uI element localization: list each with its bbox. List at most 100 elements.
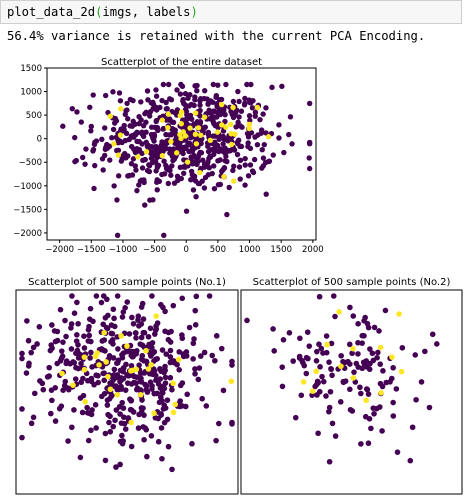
scatter-point bbox=[305, 355, 311, 362]
scatter-point bbox=[429, 331, 436, 338]
scatter-point bbox=[234, 151, 241, 158]
scatter-point bbox=[161, 419, 168, 426]
scatter-point bbox=[48, 342, 55, 348]
scatter-point bbox=[119, 352, 125, 358]
scatter-point bbox=[138, 117, 144, 123]
scatter-point bbox=[113, 464, 119, 470]
scatter-point bbox=[332, 313, 338, 320]
scatter-point bbox=[279, 383, 286, 390]
scatter-point bbox=[121, 122, 127, 129]
scatter-point bbox=[154, 390, 161, 397]
scatter-point bbox=[111, 371, 117, 378]
scatter-point bbox=[202, 87, 208, 94]
scatter-point bbox=[338, 352, 344, 359]
scatter-point bbox=[347, 386, 353, 393]
scatter-point bbox=[257, 116, 263, 123]
scatter-point bbox=[138, 405, 145, 411]
scatter-point bbox=[151, 349, 158, 355]
scatter-point bbox=[276, 135, 282, 141]
scatter-point bbox=[201, 114, 208, 120]
scatter-point bbox=[118, 333, 124, 339]
scatter-point bbox=[174, 173, 181, 179]
scatter-point bbox=[129, 367, 136, 374]
scatter-point bbox=[103, 359, 109, 365]
scatter-point bbox=[298, 392, 305, 399]
scatter-point bbox=[198, 137, 204, 143]
scatter-point bbox=[201, 185, 208, 191]
scatter-point bbox=[168, 328, 174, 335]
scatter-point bbox=[99, 156, 106, 162]
scatter-point bbox=[115, 357, 122, 364]
scatter-point bbox=[122, 137, 129, 144]
scatter-point bbox=[209, 352, 216, 359]
scatter-point bbox=[211, 185, 218, 192]
scatter-point bbox=[128, 443, 135, 450]
scatter-point bbox=[249, 168, 256, 174]
series-class-1 bbox=[59, 313, 235, 426]
scatter-point bbox=[244, 81, 250, 88]
scatter-point bbox=[117, 98, 124, 104]
scatter-point bbox=[228, 131, 234, 137]
scatter-point bbox=[142, 156, 148, 163]
scatter-point bbox=[226, 184, 232, 191]
scatter-point bbox=[124, 343, 130, 349]
scatter-point bbox=[341, 359, 348, 366]
scatter-point bbox=[412, 352, 419, 358]
scatter-point bbox=[117, 411, 123, 417]
scatter-point bbox=[426, 404, 433, 411]
scatter-point bbox=[165, 443, 172, 450]
scatter-point bbox=[104, 402, 111, 408]
scatter-point bbox=[148, 124, 155, 130]
scatter-point bbox=[154, 187, 160, 193]
scatter-point bbox=[124, 299, 131, 305]
scatter-point bbox=[358, 441, 364, 447]
scatter-point bbox=[160, 126, 166, 132]
x-tick-label: −2000 bbox=[45, 245, 74, 255]
scatter-point bbox=[210, 81, 217, 88]
scatter-point bbox=[78, 119, 84, 125]
scatter-point bbox=[329, 420, 336, 427]
main-scatter-svg: Scatterplot of the entire dataset−2000 −1… bbox=[13, 57, 323, 255]
scatter-point bbox=[377, 361, 384, 368]
scatter-point bbox=[193, 141, 200, 147]
scatter-point bbox=[185, 95, 191, 101]
scatter-point bbox=[87, 305, 94, 312]
scatter-point bbox=[235, 88, 241, 95]
chart-title: Scatterplot of the entire dataset bbox=[101, 57, 262, 68]
scatter-point bbox=[25, 337, 32, 344]
scatter-point bbox=[54, 360, 60, 367]
y-tick-label: 500 bbox=[26, 111, 42, 121]
scatter-point bbox=[119, 314, 126, 320]
scatter-point bbox=[323, 349, 330, 356]
scatter-point bbox=[143, 109, 149, 116]
scatter-point bbox=[224, 211, 230, 218]
scatter-point bbox=[40, 386, 47, 393]
scatter-point bbox=[180, 150, 186, 157]
scatter-point bbox=[119, 399, 126, 406]
scatter-point bbox=[350, 313, 357, 319]
scatter-point bbox=[104, 296, 110, 303]
scatter-point bbox=[126, 331, 133, 337]
scatter-point bbox=[353, 360, 360, 367]
scatter-point bbox=[141, 329, 148, 336]
code-cell[interactable]: plot_data_2d(imgs, labels) bbox=[0, 0, 462, 24]
scatter-point bbox=[95, 379, 101, 386]
scatter-point bbox=[191, 102, 197, 109]
scatter-point bbox=[139, 397, 145, 403]
scatter-point bbox=[162, 380, 169, 386]
scatter-point bbox=[180, 164, 187, 170]
scatter-point bbox=[157, 376, 163, 382]
scatter-point bbox=[167, 374, 174, 381]
scatter-point bbox=[188, 168, 195, 175]
scatter-point bbox=[122, 150, 128, 157]
scatter-point bbox=[80, 375, 86, 382]
scatter-point bbox=[377, 344, 384, 351]
scatter-point bbox=[252, 113, 258, 119]
scatter-point bbox=[176, 367, 183, 373]
scatter-point bbox=[209, 99, 216, 105]
scatter-point bbox=[105, 312, 111, 319]
scatter-point bbox=[111, 315, 117, 322]
scatter-point bbox=[114, 391, 121, 398]
scatter-point bbox=[286, 131, 292, 138]
scatter-point bbox=[157, 385, 164, 391]
